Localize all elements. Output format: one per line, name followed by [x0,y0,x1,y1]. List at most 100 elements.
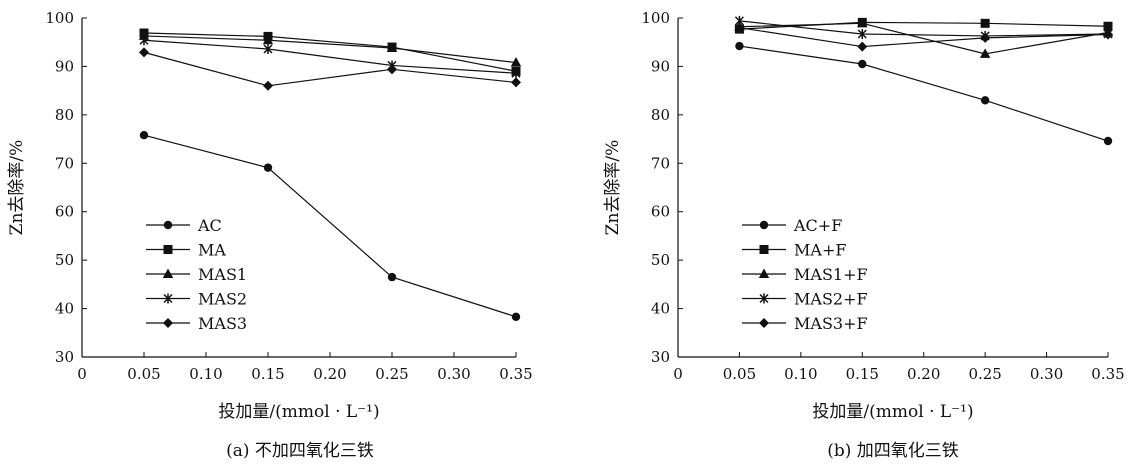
chart-panel-2: 30 40 50 60 70 80 90 100 0 0.05 0.10 0.15 0.20 0.25 0.… [603,9,1125,461]
data-point [139,130,149,140]
data-point [511,312,521,322]
legend-label: MAS2+F [794,290,868,309]
y-tick-label: 60 [651,203,670,221]
legend-label: MAS3 [198,314,247,333]
series-line [143,35,517,64]
legend-label: MAS2 [198,290,247,309]
legend-marker [758,268,770,278]
x-axis-label: 投加量/(mmol · L⁻¹) [812,402,973,422]
x-tick-label: 0.15 [251,365,284,383]
data-point [263,163,273,172]
x-tick-label: 0.35 [499,365,532,383]
legend-label: AC [197,216,222,235]
legend-marker [759,245,769,254]
y-axis-label: Zn去除率/% [7,140,27,236]
data-point [511,68,521,79]
data-point [857,28,867,39]
y-tick-label: 60 [55,203,74,221]
series-MAS1+F [734,17,1114,58]
x-tick-label: 0.30 [1030,365,1063,383]
x-tick-label: 0 [673,365,683,383]
legend-label: MA [198,241,226,260]
data-point [387,272,397,282]
series-line [143,51,517,87]
y-tick-label: 80 [651,106,670,124]
series-AC [139,130,521,322]
x-tick-label: 0.20 [907,365,940,383]
legend-marker [163,245,173,254]
y-tick-label: 100 [641,9,670,27]
y-tick-label: 50 [55,251,74,269]
series-MAS2+F [734,15,1113,41]
x-tick-label: 0.25 [375,365,408,383]
x-tick-label: 0.35 [1091,365,1124,383]
data-point [139,35,149,46]
data-point [858,59,867,69]
y-tick-label: 70 [651,154,670,172]
legend-marker [759,293,769,304]
data-point [387,64,397,75]
data-point [1103,136,1113,146]
series-line [143,134,517,318]
legend-label: MA+F [794,241,846,260]
data-point [386,42,398,53]
data-point [980,96,990,105]
series-line [739,21,1109,30]
x-tick-label: 0.05 [127,365,160,383]
data-point [511,77,521,88]
y-tick-label: 50 [651,251,670,269]
panel-caption: (a) 不加四氧化三铁 [226,441,374,461]
series-line [739,27,1109,48]
x-tick-label: 0.05 [723,365,756,383]
y-axis-label: Zn去除率/% [603,140,623,236]
series-MAS2 [139,35,521,79]
legend: AC MA MAS1 MAS2 MAS3 [146,216,247,333]
legend-label: MAS3+F [794,314,868,333]
legend-marker [163,318,173,328]
x-tick-label: 0.20 [313,365,346,383]
legend: AC+F MA+F MAS1+F MAS2+F MAS3+F [742,216,868,333]
series-line [739,20,1109,37]
x-tick-label: 0.10 [784,365,817,383]
series-line [143,32,517,72]
data-point [980,32,991,43]
data-point [262,34,274,45]
legend-marker [163,293,173,304]
panel-caption: (b) 加四氧化三铁 [827,441,959,461]
legend-label: AC+F [793,216,842,235]
series-MA [139,28,521,76]
series-AC+F [735,41,1113,146]
chart-panel-1: 30 40 50 60 70 80 90 100 0 0.05 0.10 0.15 0.20 0.25 0.… [7,9,533,461]
series-line [739,45,1109,142]
y-tick-label: 30 [651,348,670,366]
y-tick-label: 70 [55,154,74,172]
x-tick-label: 0.30 [437,365,470,383]
legend-label: MAS1+F [794,265,868,284]
y-tick-label: 90 [651,57,670,75]
legend-label: MAS1 [198,265,247,284]
x-tick-label: 0.15 [846,365,879,383]
legend-marker [163,220,173,230]
series-MAS3+F [734,22,1113,52]
data-point [139,47,149,58]
y-tick-label: 40 [651,300,670,318]
data-point [510,57,522,67]
y-tick-label: 100 [45,9,74,27]
data-point [1103,29,1113,40]
data-point [263,80,273,91]
data-point [263,43,273,54]
legend-marker [162,268,174,278]
y-tick-label: 80 [55,106,74,124]
series-line [739,22,1109,55]
x-tick-label: 0.10 [189,365,222,383]
data-point [857,41,868,52]
x-tick-label: 0.25 [968,365,1001,383]
x-axis-label: 投加量/(mmol · L⁻¹) [218,402,379,422]
y-tick-label: 30 [55,348,74,366]
x-tick-label: 0 [77,365,87,383]
data-point [979,48,991,58]
legend-marker [759,318,769,328]
data-point [734,22,745,33]
